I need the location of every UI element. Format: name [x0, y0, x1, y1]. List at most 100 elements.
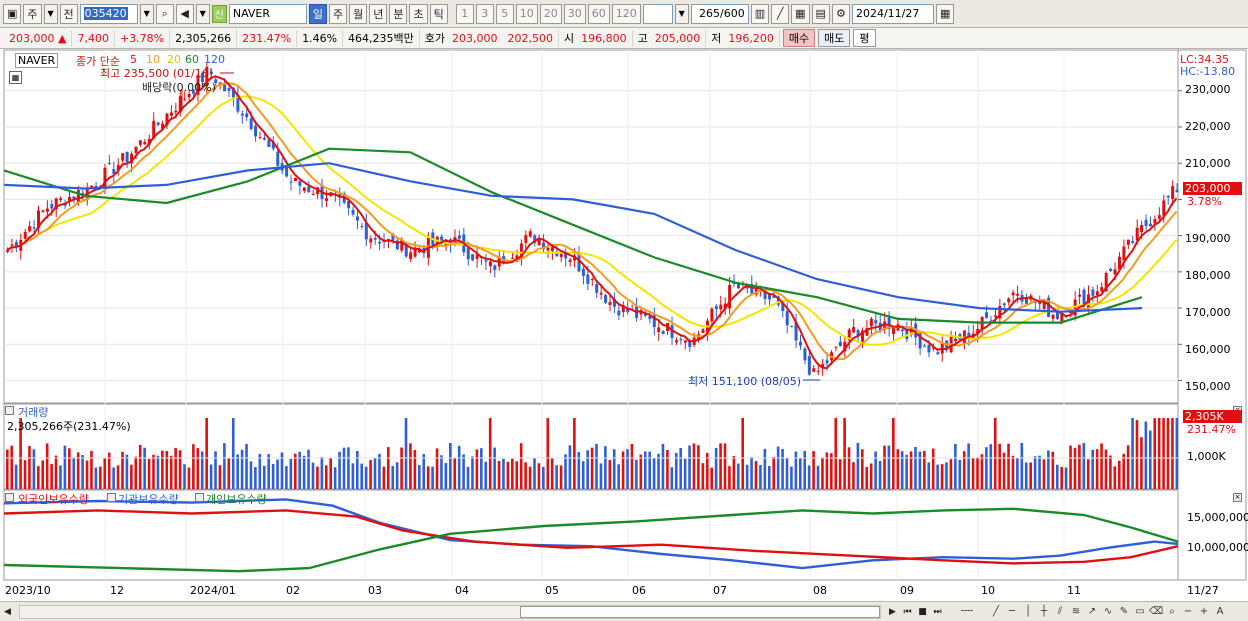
- volume-bar: [679, 447, 682, 489]
- draw-vline-icon[interactable]: │: [1024, 606, 1032, 617]
- period-tab-month[interactable]: 월: [349, 3, 368, 24]
- volume-bar: [568, 445, 572, 489]
- eval-button[interactable]: 평: [853, 29, 876, 47]
- interval-button-1[interactable]: 1: [455, 3, 474, 24]
- volume-bar: [1051, 451, 1055, 489]
- volume-bar: [989, 444, 993, 489]
- volume-bar: [918, 451, 922, 489]
- speaker-icon[interactable]: ◀: [175, 3, 194, 24]
- zoom-slider-icon[interactable]: ╌╌: [960, 606, 974, 617]
- scrollbar-thumb[interactable]: [520, 605, 880, 618]
- chevron-down-icon[interactable]: ▼: [43, 3, 58, 24]
- period-tab-day[interactable]: 일: [308, 3, 327, 24]
- stock-name-field[interactable]: NAVER: [228, 3, 307, 24]
- chart-area[interactable]: NAVER 종가 단순 5 10 20 60 120 ▦ 최고 235,500 …: [0, 49, 1248, 601]
- volume-bar: [28, 445, 31, 489]
- interval-button-120[interactable]: 120: [611, 3, 641, 24]
- x-tick-04: 04: [455, 584, 469, 597]
- candle-type-icon[interactable]: ▥: [750, 3, 770, 24]
- draw-hline-icon[interactable]: ─: [1008, 606, 1016, 617]
- holding-panel-toggle-icon[interactable]: [5, 493, 14, 502]
- data-count-input[interactable]: 265/600: [690, 3, 749, 24]
- stock-code-input[interactable]: 035420: [79, 3, 138, 24]
- period-tab-minute[interactable]: 분: [389, 3, 408, 24]
- holding-panel-close-icon[interactable]: ×: [1233, 493, 1242, 502]
- grid-icon[interactable]: ▦: [791, 3, 810, 24]
- gear-icon[interactable]: ⚙: [831, 3, 850, 24]
- interval-button-5[interactable]: 5: [495, 3, 514, 24]
- volume-bar: [254, 467, 257, 489]
- period-tab-tick[interactable]: 틱: [429, 3, 448, 24]
- horizontal-scrollbar[interactable]: [19, 604, 881, 619]
- window-menu-icon[interactable]: ▣: [3, 3, 22, 24]
- scroll-left-icon[interactable]: ◀: [4, 606, 11, 617]
- search-icon[interactable]: ⌕: [155, 3, 174, 24]
- interval-button-10[interactable]: 10: [515, 3, 538, 24]
- volume-bar: [107, 452, 111, 489]
- chart-canvas[interactable]: [0, 49, 1248, 601]
- draw-channel-icon[interactable]: ⫽: [1057, 606, 1063, 617]
- panel-menu-icon[interactable]: ▦: [9, 71, 22, 84]
- volume-panel-toggle-icon[interactable]: [5, 406, 14, 415]
- volume-bar: [976, 457, 979, 489]
- zoom-in-icon[interactable]: +: [1199, 606, 1209, 617]
- candle-body: [993, 315, 997, 318]
- period-main-button[interactable]: 주: [23, 3, 42, 24]
- date-input[interactable]: 2024/11/27: [851, 3, 934, 24]
- draw-rect-icon[interactable]: ▭: [1135, 606, 1145, 617]
- volume-bar: [1078, 444, 1081, 489]
- draw-cross-icon[interactable]: ┼: [1040, 606, 1048, 617]
- stop-icon[interactable]: ■: [918, 606, 927, 617]
- interval-custom-input[interactable]: [642, 3, 673, 24]
- draw-pen-icon[interactable]: ✎: [1119, 606, 1129, 617]
- interval-button-20[interactable]: 20: [539, 3, 562, 24]
- interval-button-3[interactable]: 3: [475, 3, 494, 24]
- candle-body: [147, 138, 151, 145]
- individual-toggle-icon[interactable]: [195, 493, 204, 502]
- zoom-out-icon[interactable]: −: [1183, 606, 1193, 617]
- stock-code-dropdown-icon[interactable]: ▼: [139, 3, 154, 24]
- magnifier-icon[interactable]: ⌕: [1169, 606, 1175, 617]
- legend-stock-name[interactable]: NAVER: [15, 53, 59, 68]
- candle-body: [413, 247, 417, 257]
- volume-bar: [1016, 457, 1019, 489]
- period-prev-button[interactable]: 전: [59, 3, 78, 24]
- interval-button-60[interactable]: 60: [587, 3, 610, 24]
- save-icon[interactable]: ▤: [811, 3, 830, 24]
- draw-tool-icon[interactable]: ╱: [771, 3, 790, 24]
- auto-scale-icon[interactable]: A: [1216, 606, 1224, 617]
- draw-erase-icon[interactable]: ⌫: [1148, 606, 1164, 617]
- volume-bar: [883, 445, 886, 489]
- draw-arrow-icon[interactable]: ↗: [1087, 606, 1097, 617]
- candle-body: [728, 284, 732, 309]
- institution-toggle-icon[interactable]: [107, 493, 116, 502]
- candle-body: [1157, 215, 1161, 219]
- buy-button[interactable]: 매수: [782, 29, 816, 47]
- volume-bar: [404, 418, 408, 489]
- volume-bar: [400, 447, 403, 489]
- up-arrow-icon: ▲: [58, 31, 67, 45]
- calendar-icon[interactable]: ▦: [935, 3, 955, 24]
- period-tab-week[interactable]: 주: [328, 3, 348, 24]
- scroll-right-icon[interactable]: ▶: [889, 606, 896, 617]
- period-tab-year[interactable]: 년: [369, 3, 388, 24]
- draw-fibo-icon[interactable]: ≋: [1071, 606, 1081, 617]
- jump-last-icon[interactable]: ⏭: [933, 606, 942, 617]
- ma120-line: [3, 162, 1143, 313]
- draw-line-icon[interactable]: ╱: [992, 606, 1000, 617]
- interval-button-30[interactable]: 30: [563, 3, 586, 24]
- interval-dropdown-icon[interactable]: ▼: [674, 3, 689, 24]
- candle-body: [1055, 309, 1059, 319]
- period-tab-second[interactable]: 초: [409, 3, 428, 24]
- jump-first-icon[interactable]: ⏮: [903, 606, 912, 617]
- sell-button[interactable]: 매도: [818, 29, 851, 47]
- volume-bar: [320, 456, 324, 489]
- volume-bar: [462, 454, 465, 489]
- volume-bar: [68, 448, 71, 489]
- candle-body: [6, 250, 9, 252]
- sound-dropdown-icon[interactable]: ▼: [195, 3, 210, 24]
- draw-wave-icon[interactable]: ∿: [1103, 606, 1113, 617]
- volume-bar: [426, 466, 430, 489]
- volume-bar: [923, 450, 926, 489]
- candle-body: [657, 327, 661, 333]
